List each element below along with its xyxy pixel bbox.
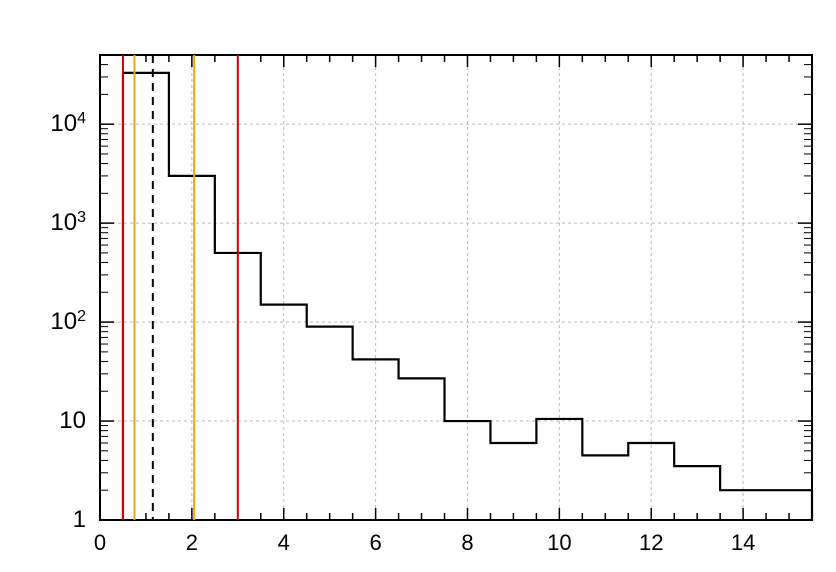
svg-text:2: 2 <box>186 530 198 555</box>
svg-text:14: 14 <box>731 530 755 555</box>
svg-text:8: 8 <box>461 530 473 555</box>
svg-text:4: 4 <box>278 530 290 555</box>
svg-text:6: 6 <box>369 530 381 555</box>
histogram-window: VICE-01-2019-12-19-00124 EEE Extreme Ene… <box>0 0 836 572</box>
svg-text:12: 12 <box>639 530 663 555</box>
svg-text:10: 10 <box>59 407 86 434</box>
histogram-plot-area[interactable]: 0 2 4 6 8 10 12 14110102103104 <box>0 0 836 572</box>
svg-text:1: 1 <box>73 506 86 533</box>
svg-text:10: 10 <box>547 530 571 555</box>
svg-text:0: 0 <box>94 530 106 555</box>
